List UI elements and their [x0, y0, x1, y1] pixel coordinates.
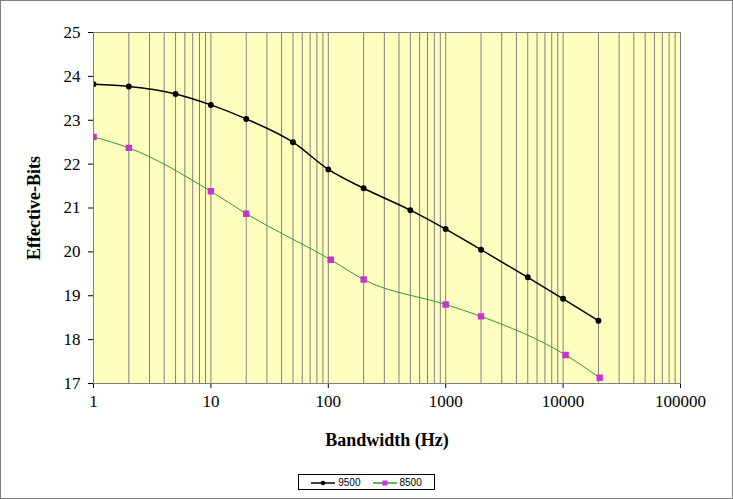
svg-text:24: 24 [64, 67, 82, 86]
svg-text:17: 17 [64, 374, 82, 393]
svg-text:23: 23 [64, 111, 81, 130]
svg-text:100000: 100000 [655, 392, 706, 411]
svg-text:10: 10 [202, 392, 219, 411]
svg-text:22: 22 [64, 155, 81, 174]
svg-text:21: 21 [64, 198, 81, 217]
svg-text:10000: 10000 [542, 392, 585, 411]
svg-text:100: 100 [316, 392, 342, 411]
svg-text:Bandwidth (Hz): Bandwidth (Hz) [325, 430, 449, 451]
svg-text:1: 1 [89, 392, 98, 411]
html-text:9500: 9500 [338, 476, 361, 488]
html-text:8500: 8500 [399, 476, 422, 488]
svg-text:20: 20 [64, 242, 81, 261]
svg-text:25: 25 [64, 23, 81, 42]
svg-text:1000: 1000 [429, 392, 463, 411]
svg-text:18: 18 [64, 330, 81, 349]
svg-text:Effective-Bits: Effective-Bits [24, 156, 44, 260]
svg-text:19: 19 [64, 286, 81, 305]
